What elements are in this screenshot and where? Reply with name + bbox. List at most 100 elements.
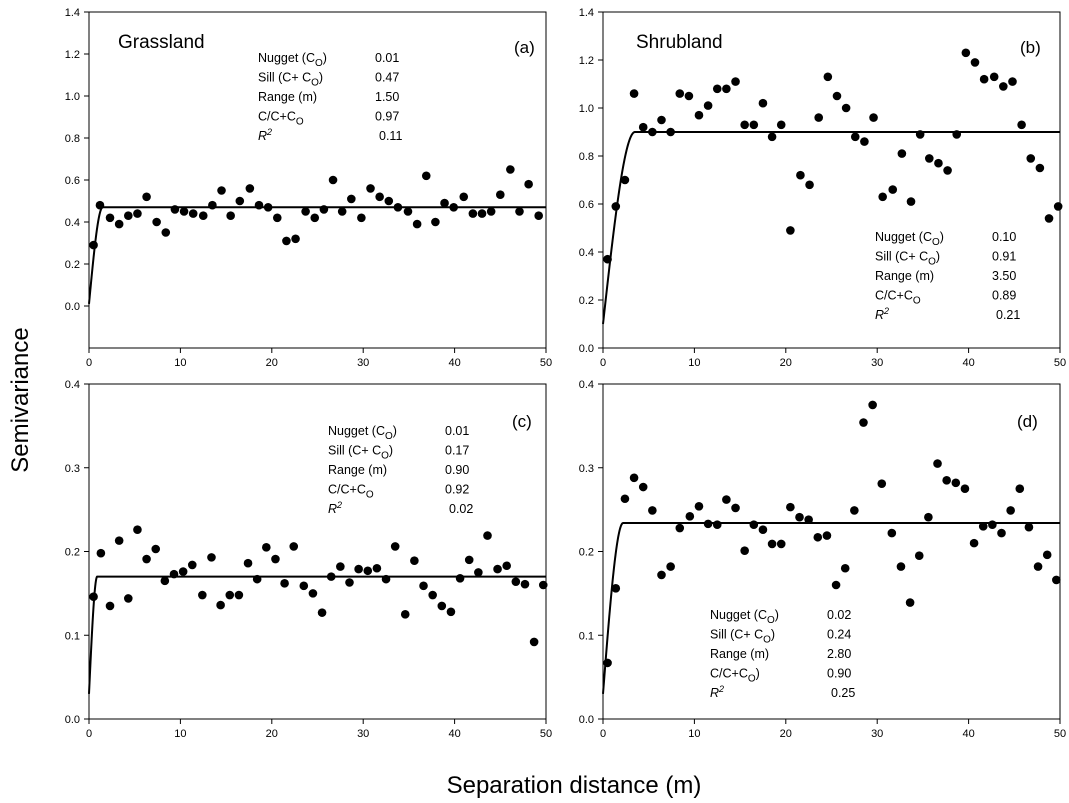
panel-label: (b) [1020,38,1041,57]
y-tick-label: 0.4 [579,379,594,391]
data-point [384,196,394,206]
data-point [776,120,786,130]
data-point [795,512,804,522]
data-point [207,553,216,562]
y-axis-label: Semivariance [7,327,34,472]
data-point [319,205,329,214]
data-point [731,503,740,513]
data-point [506,165,515,174]
data-point [142,192,151,202]
data-point [906,197,916,206]
data-point [1008,77,1017,86]
stat-label: C/C+CO [328,483,374,501]
stat-label: Sill (C+ CO) [875,250,940,268]
data-point [95,200,105,210]
stat-label: R2 [328,500,342,516]
stat-value: 0.17 [445,444,469,458]
plot-frame [602,11,1061,349]
data-point [89,592,98,602]
data-point [390,542,400,551]
data-point [860,137,869,146]
y-tick-label: 1.2 [579,55,594,67]
data-point [133,209,142,218]
data-point [493,564,502,574]
data-point [666,127,675,137]
stat-label: C/C+CO) [710,667,760,685]
chart-panel-2: 0.0 0.2 0.4 0.6 0.8 1.0 1.2 1.4 0 10 20 30 40 50 Shrub… [579,7,1066,369]
x-axis-label: Separation distance (m) [447,772,702,799]
data-point [271,554,280,564]
data-point [758,98,768,108]
x-tick-label: 50 [1054,357,1066,369]
x-tick-label: 40 [448,357,460,369]
y-tick-label: 0.4 [65,217,80,229]
data-point [951,478,961,488]
data-point [722,84,731,94]
data-point [1042,550,1052,560]
data-point [464,555,474,565]
data-point [89,240,98,250]
data-point [412,219,422,229]
data-point [468,209,478,218]
data-point [796,170,805,180]
data-point [611,202,621,211]
data-point [169,569,179,579]
data-point [486,207,496,216]
data-point [1052,575,1061,585]
data-point [347,194,356,204]
data-point [758,525,768,535]
data-point [831,580,841,590]
data-point [1017,120,1026,130]
data-point [354,564,363,574]
stat-value: 0.02 [827,608,851,622]
data-point [440,198,449,208]
data-point [740,546,749,555]
y-tick-label: 0.6 [579,199,594,211]
y-tick-label: 0.3 [65,463,80,475]
x-tick-label: 30 [871,728,883,740]
data-point [749,520,759,529]
data-point [694,501,704,511]
data-point [410,556,419,566]
data-point [198,590,207,600]
stat-value: 0.97 [375,110,399,124]
stat-label: Range (m) [328,463,387,477]
data-point [1035,163,1045,173]
data-point [161,228,171,237]
data-point [611,584,621,593]
data-point [805,180,814,190]
data-point [749,120,759,130]
stat-value: 0.89 [992,289,1016,303]
y-tick-label: 0.1 [65,630,80,642]
data-point [703,519,713,529]
stat-value: 1.50 [375,90,399,104]
data-point [694,110,704,120]
data-point [272,213,282,223]
y-tick-label: 1.4 [579,7,594,19]
data-point [666,562,675,571]
data-point [657,115,666,125]
stat-value: 0.02 [449,502,473,516]
data-point [897,149,907,158]
x-tick-label: 0 [600,728,606,740]
data-point [638,482,648,492]
data-point [685,512,695,521]
data-point [496,190,505,199]
y-tick-label: 0.8 [579,151,594,163]
data-point [538,580,548,590]
data-point [999,82,1008,91]
data-point [96,548,106,558]
data-point [840,563,850,573]
stat-label: Nugget (CO) [258,51,327,69]
data-point [675,523,685,533]
data-point [252,574,262,584]
stat-value: 0.47 [375,71,399,85]
data-point [437,601,447,611]
data-point [933,459,942,468]
data-point [905,598,915,607]
data-point [254,200,264,210]
stat-label: Sill (C+ CO) [258,71,323,89]
data-point [823,72,833,82]
data-point [712,84,722,94]
data-point [459,192,469,202]
